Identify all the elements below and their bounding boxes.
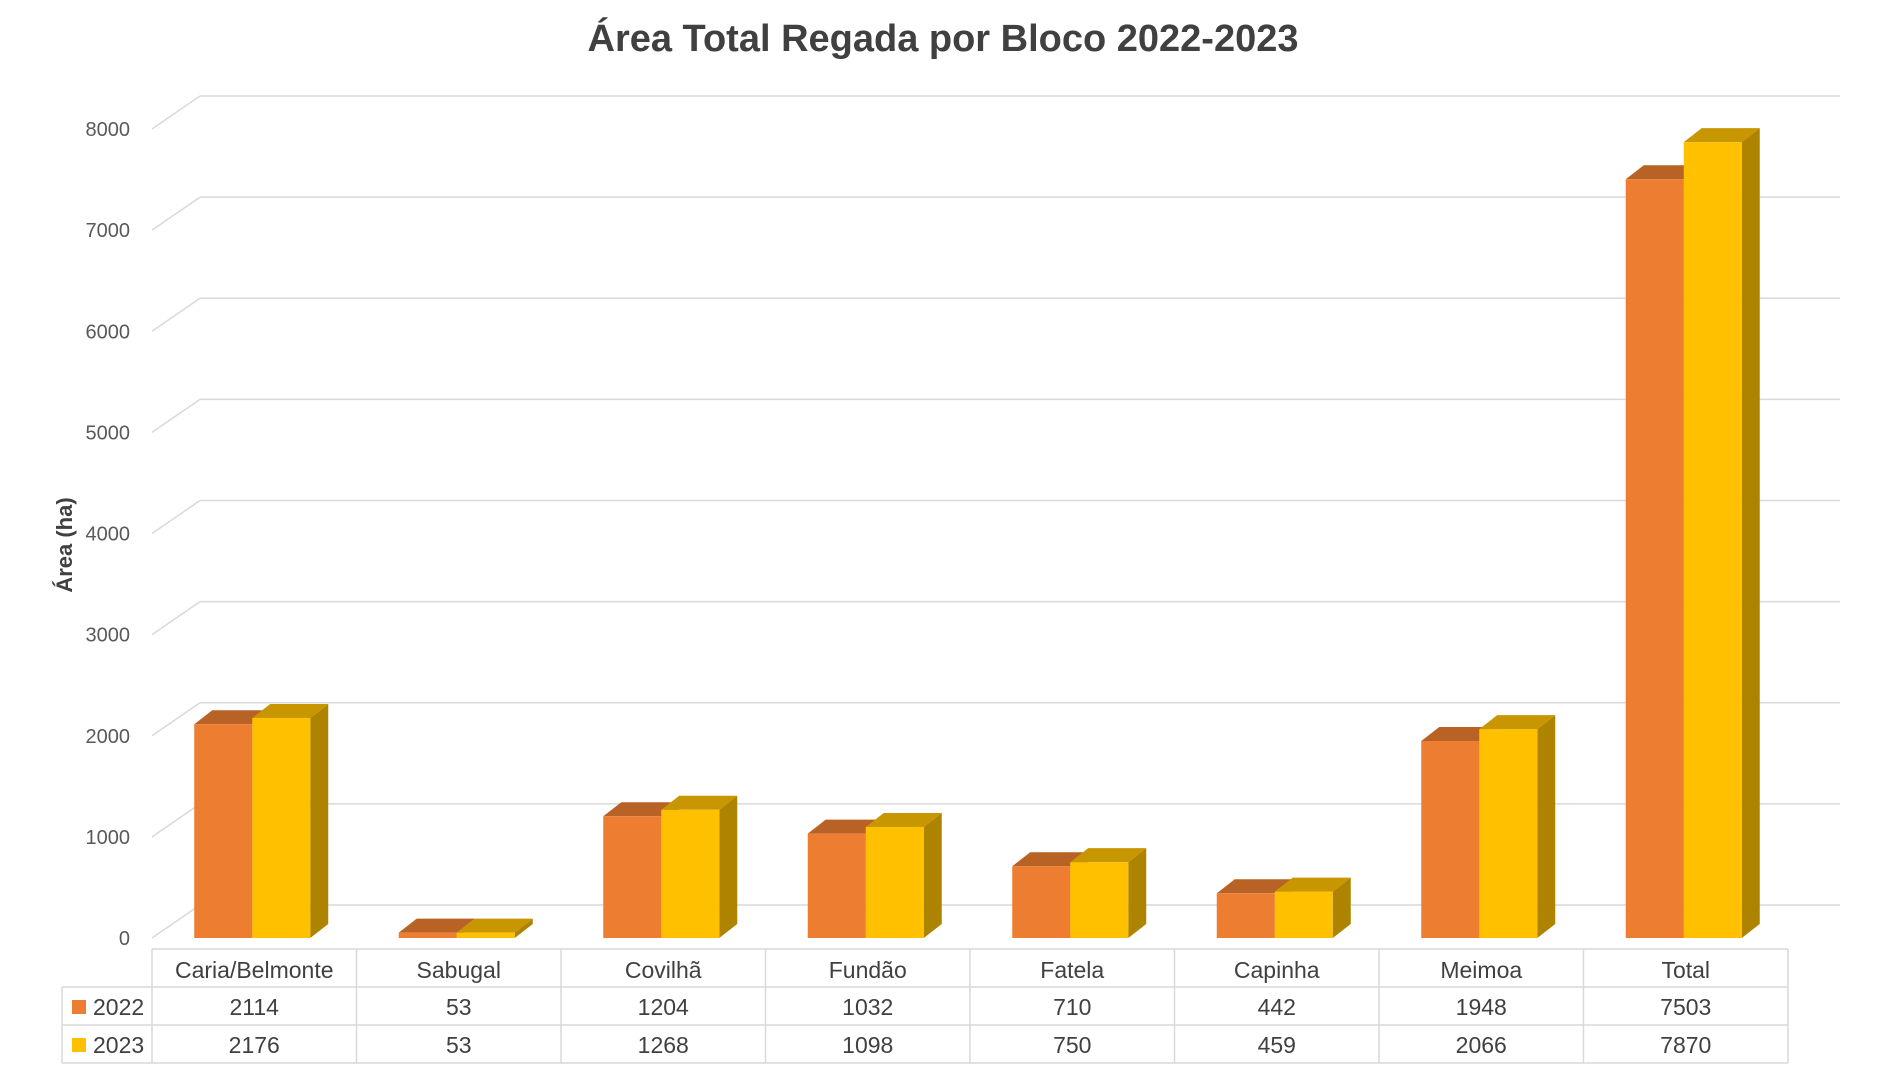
- data-label: 53: [446, 1032, 472, 1058]
- legend-label: 2022: [93, 994, 144, 1020]
- legend-key: [72, 1000, 86, 1014]
- category-label: Covilhã: [625, 957, 702, 983]
- bar-top: [865, 812, 942, 827]
- bar: [1625, 179, 1684, 938]
- category-label: Sabugal: [417, 957, 501, 983]
- bar-top: [1479, 715, 1556, 730]
- y-tick-label: 3000: [86, 625, 131, 647]
- bar-side: [1741, 128, 1760, 939]
- data-label: 442: [1258, 994, 1296, 1020]
- gridline-side: [151, 95, 201, 130]
- data-label: 1032: [842, 994, 893, 1020]
- bar-top: [1421, 727, 1498, 742]
- bar-top: [398, 918, 475, 933]
- data-label: 2066: [1456, 1032, 1507, 1058]
- data-label: 2176: [229, 1032, 280, 1058]
- bar: [1216, 893, 1275, 938]
- data-label: 1204: [638, 994, 689, 1020]
- gridline-side: [151, 702, 201, 737]
- bar-side: [923, 812, 942, 938]
- bar-top: [1274, 877, 1351, 892]
- gridline-side: [151, 601, 201, 636]
- gridline-side: [151, 499, 201, 535]
- bar: [1070, 862, 1129, 938]
- data-label: 750: [1053, 1032, 1091, 1058]
- bar-top: [1683, 128, 1760, 143]
- bar-side: [1537, 715, 1556, 938]
- y-tick-label: 2000: [86, 726, 131, 748]
- chart-title: Área Total Regada por Bloco 2022-2023: [587, 18, 1299, 60]
- category-label: Total: [1661, 957, 1710, 983]
- gridline-side: [151, 803, 201, 838]
- bar-top: [456, 918, 533, 933]
- bar-top: [1216, 879, 1293, 894]
- y-tick-label: 8000: [86, 119, 131, 141]
- bar: [398, 932, 457, 938]
- gridline-side: [151, 297, 201, 332]
- data-label: 710: [1053, 994, 1091, 1020]
- bar: [1012, 866, 1071, 938]
- bar: [807, 833, 866, 938]
- y-tick-label: 5000: [86, 422, 131, 444]
- y-tick-label: 0: [119, 928, 130, 950]
- data-label: 2114: [230, 994, 280, 1020]
- bar-top: [1625, 165, 1702, 180]
- category-label: Caria/Belmonte: [175, 957, 334, 983]
- data-label: 1098: [842, 1032, 893, 1058]
- bar-side: [1332, 877, 1351, 938]
- gridline-side: [151, 196, 201, 231]
- bar-top: [194, 710, 271, 725]
- bar: [1479, 729, 1538, 938]
- legend-key: [72, 1038, 86, 1052]
- bar: [865, 826, 924, 938]
- bar-top: [1070, 848, 1147, 863]
- data-label: 1268: [638, 1032, 689, 1058]
- bar: [1274, 891, 1333, 938]
- bar-side: [1128, 848, 1147, 938]
- data-label: 53: [446, 994, 472, 1020]
- category-label: Fatela: [1040, 957, 1104, 983]
- data-label: 7503: [1660, 994, 1711, 1020]
- gridline-side: [151, 398, 201, 433]
- y-axis-label: Área (ha): [52, 497, 77, 592]
- category-label: Capinha: [1234, 957, 1320, 983]
- bar-top: [661, 795, 738, 810]
- bar-top: [252, 703, 329, 718]
- category-label: Fundão: [829, 957, 907, 983]
- bar-top: [807, 819, 884, 834]
- y-tick-label: 7000: [86, 220, 131, 242]
- y-tick-label: 4000: [86, 524, 131, 546]
- bar: [1421, 741, 1480, 938]
- gridline-side: [151, 904, 201, 939]
- bar-top: [1012, 852, 1089, 867]
- category-label: Meimoa: [1440, 957, 1522, 983]
- legend-label: 2023: [93, 1032, 144, 1058]
- y-tick-label: 6000: [86, 321, 131, 343]
- bar: [456, 932, 515, 938]
- bar-side: [719, 795, 738, 938]
- bar-side: [514, 918, 533, 938]
- data-label: 7870: [1660, 1032, 1711, 1058]
- data-label: 459: [1258, 1032, 1296, 1058]
- bar-top: [603, 802, 680, 817]
- bar-side: [310, 703, 329, 938]
- bar: [252, 717, 311, 938]
- data-label: 1948: [1456, 994, 1507, 1020]
- bar: [603, 816, 662, 938]
- y-tick-label: 1000: [86, 827, 131, 849]
- bar: [661, 809, 720, 938]
- bar: [1683, 142, 1742, 939]
- bar: [194, 724, 253, 938]
